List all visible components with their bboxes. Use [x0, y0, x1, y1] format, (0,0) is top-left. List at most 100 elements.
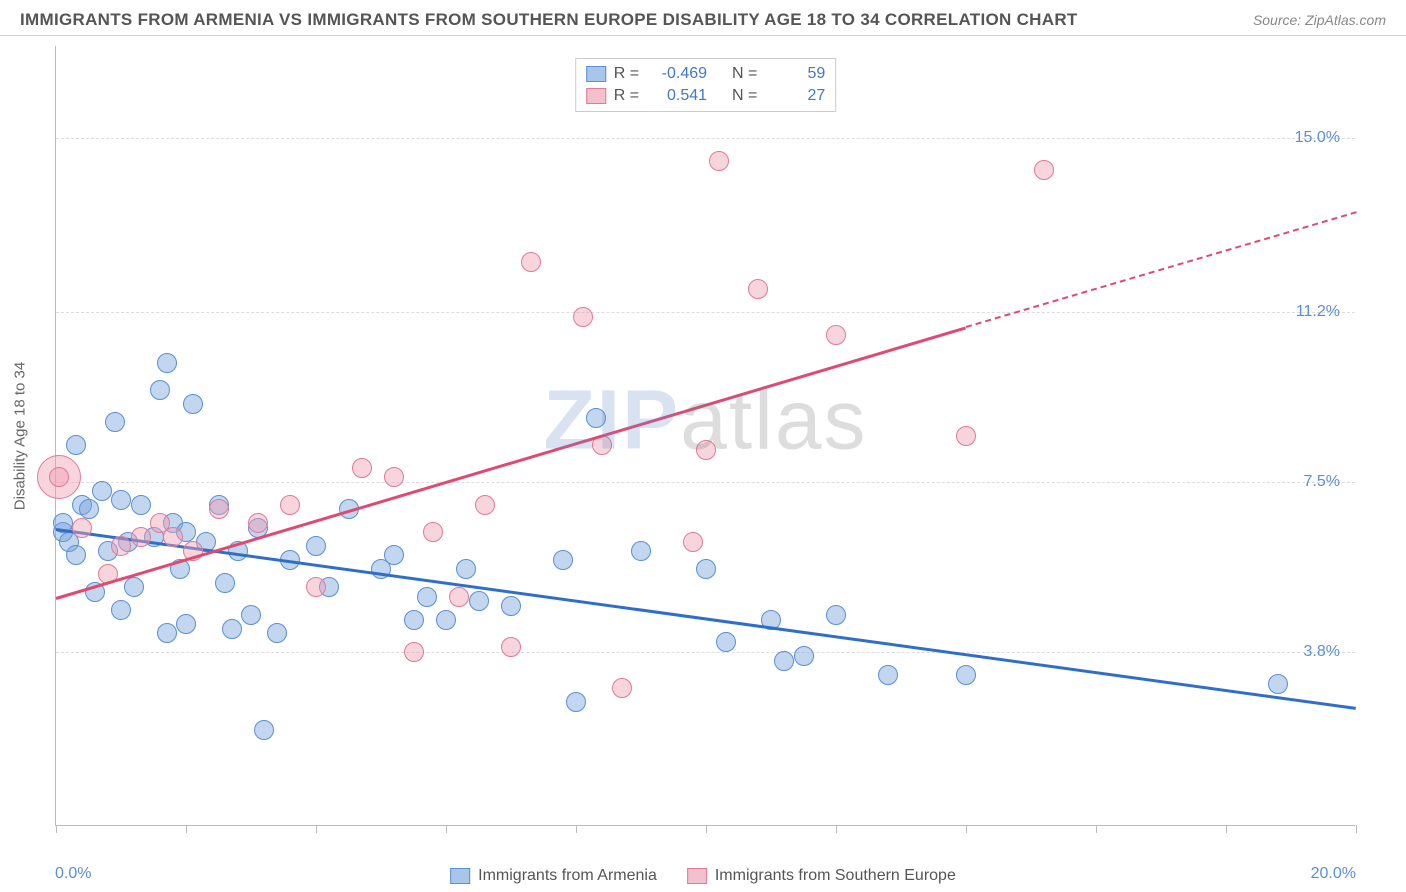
x-tick: [186, 825, 187, 833]
trendline: [56, 326, 967, 600]
data-point: [1268, 674, 1288, 694]
data-point: [878, 665, 898, 685]
data-point: [157, 353, 177, 373]
data-point: [105, 412, 125, 432]
data-point: [124, 577, 144, 597]
stat-n-value: 59: [765, 65, 825, 83]
data-point: [709, 151, 729, 171]
stat-n-value: 27: [765, 87, 825, 105]
legend-swatch: [687, 868, 707, 884]
data-point: [748, 279, 768, 299]
legend-label: Immigrants from Armenia: [478, 867, 657, 885]
stats-legend: R =-0.469 N =59R =0.541 N =27: [575, 58, 837, 112]
data-point: [696, 440, 716, 460]
data-point: [1034, 160, 1054, 180]
data-point: [956, 426, 976, 446]
x-tick: [446, 825, 447, 833]
x-tick: [1096, 825, 1097, 833]
data-point: [566, 692, 586, 712]
data-point: [254, 720, 274, 740]
data-point: [79, 499, 99, 519]
plot-region: ZIPatlas R =-0.469 N =59R =0.541 N =27 3…: [55, 46, 1355, 826]
stat-r-label: R =: [614, 65, 639, 83]
legend-swatch: [450, 868, 470, 884]
data-point: [280, 495, 300, 515]
data-point: [436, 610, 456, 630]
y-tick-label: 11.2%: [1296, 303, 1340, 321]
data-point: [449, 587, 469, 607]
data-point: [267, 623, 287, 643]
data-point: [573, 307, 593, 327]
data-point: [352, 458, 372, 478]
data-point: [417, 587, 437, 607]
data-point: [612, 678, 632, 698]
data-point: [384, 467, 404, 487]
x-tick: [56, 825, 57, 833]
data-point: [469, 591, 489, 611]
series-legend: Immigrants from Armenia Immigrants from S…: [450, 867, 956, 885]
gridline-h: [56, 312, 1355, 313]
data-point: [423, 522, 443, 542]
stat-r-value: 0.541: [647, 87, 707, 105]
stats-legend-row: R =0.541 N =27: [586, 85, 826, 107]
gridline-h: [56, 652, 1355, 653]
chart-header: IMMIGRANTS FROM ARMENIA VS IMMIGRANTS FR…: [0, 0, 1406, 36]
data-point: [111, 536, 131, 556]
gridline-h: [56, 482, 1355, 483]
data-point: [774, 651, 794, 671]
x-tick: [706, 825, 707, 833]
legend-swatch: [586, 66, 606, 82]
gridline-h: [56, 138, 1355, 139]
data-point: [183, 394, 203, 414]
legend-swatch: [586, 88, 606, 104]
x-tick: [316, 825, 317, 833]
legend-label: Immigrants from Southern Europe: [715, 867, 956, 885]
stat-r-value: -0.469: [647, 65, 707, 83]
data-point: [163, 527, 183, 547]
data-point: [111, 600, 131, 620]
x-tick: [1356, 825, 1357, 833]
data-point: [131, 527, 151, 547]
x-tick: [966, 825, 967, 833]
y-axis-label: Disability Age 18 to 34: [12, 362, 29, 510]
y-tick-label: 3.8%: [1304, 643, 1340, 661]
data-point: [456, 559, 476, 579]
data-point: [176, 614, 196, 634]
data-point: [131, 495, 151, 515]
stat-n-label: N =: [732, 87, 757, 105]
data-point: [66, 545, 86, 565]
data-point: [521, 252, 541, 272]
data-point: [826, 325, 846, 345]
data-point: [553, 550, 573, 570]
data-point: [72, 518, 92, 538]
chart-area: Disability Age 18 to 34 ZIPatlas R =-0.4…: [0, 36, 1406, 891]
data-point: [157, 623, 177, 643]
legend-item: Immigrants from Southern Europe: [687, 867, 956, 885]
legend-item: Immigrants from Armenia: [450, 867, 657, 885]
data-point: [209, 499, 229, 519]
data-point: [66, 435, 86, 455]
data-point: [306, 577, 326, 597]
y-tick-label: 15.0%: [1295, 129, 1340, 147]
stat-n-label: N =: [732, 65, 757, 83]
x-axis-max: 20.0%: [1311, 865, 1356, 883]
data-point: [306, 536, 326, 556]
x-tick: [576, 825, 577, 833]
x-tick: [836, 825, 837, 833]
data-point: [222, 619, 242, 639]
chart-title: IMMIGRANTS FROM ARMENIA VS IMMIGRANTS FR…: [20, 10, 1078, 30]
data-point: [586, 408, 606, 428]
data-point: [696, 559, 716, 579]
x-tick: [1226, 825, 1227, 833]
data-point: [241, 605, 261, 625]
data-point: [150, 380, 170, 400]
data-point: [501, 637, 521, 657]
data-point: [631, 541, 651, 561]
data-point: [683, 532, 703, 552]
data-point: [956, 665, 976, 685]
data-point: [92, 481, 112, 501]
data-point: [49, 467, 69, 487]
data-point: [404, 610, 424, 630]
data-point: [111, 490, 131, 510]
data-point: [794, 646, 814, 666]
